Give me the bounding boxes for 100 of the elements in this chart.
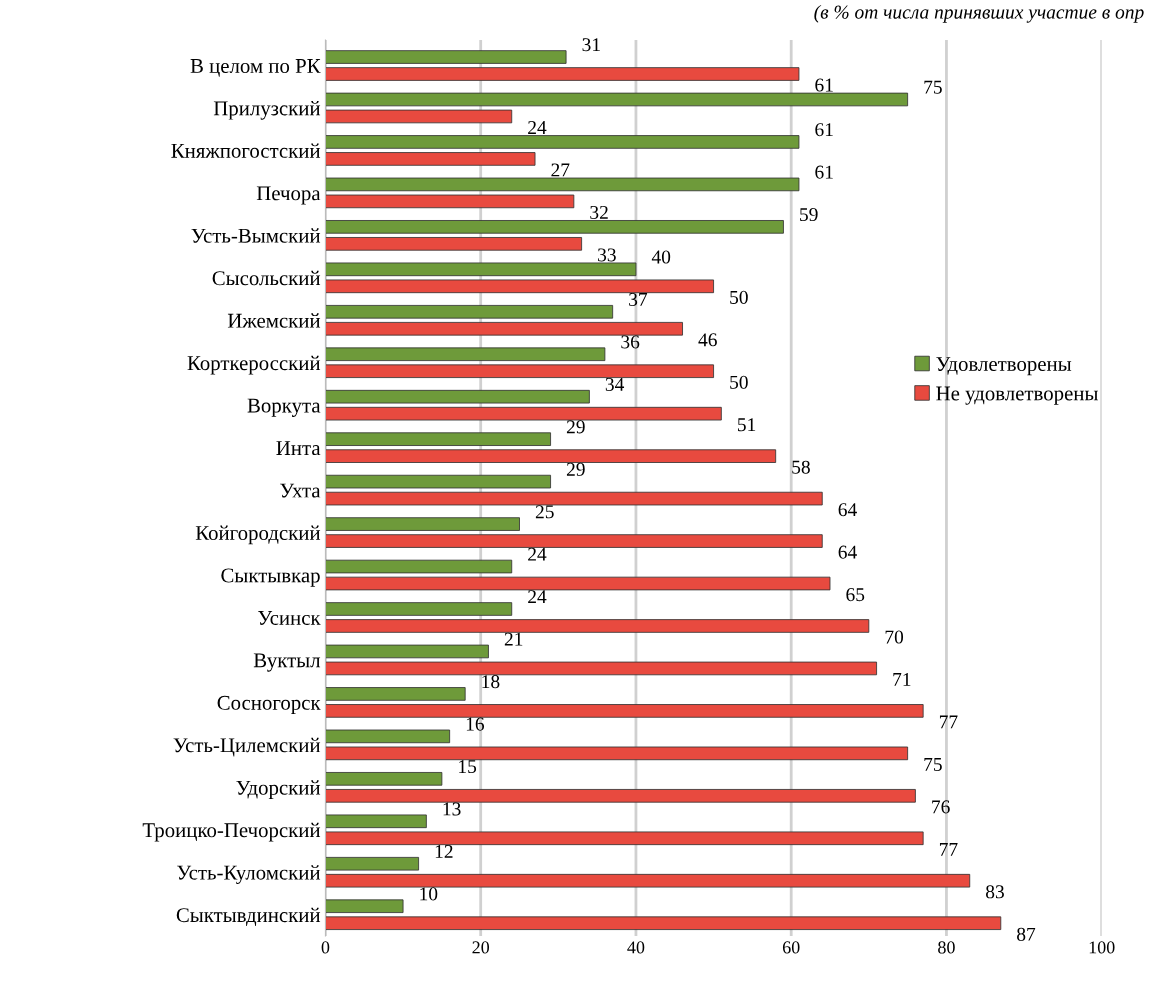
- y-tick-label: Воркута: [247, 398, 321, 417]
- y-tick-label: Койгородский: [195, 525, 321, 545]
- x-tick-label: 20: [472, 941, 490, 954]
- data-label: 29: [566, 462, 585, 476]
- bar: [325, 279, 714, 294]
- y-tick-label: Троицко-Печорский: [142, 822, 321, 842]
- bar: [325, 687, 466, 701]
- bar: [325, 220, 784, 234]
- bar: [325, 50, 567, 64]
- data-label: 33: [598, 248, 616, 262]
- data-label: 71: [893, 673, 911, 686]
- y-tick-label: Печора: [256, 186, 321, 205]
- y-tick-label: Княжпогостский: [171, 143, 321, 158]
- y-tick-label: Усть-Цилемский: [173, 737, 321, 757]
- data-label: 75: [924, 80, 942, 94]
- bar: [325, 559, 513, 574]
- data-label: 61: [815, 78, 833, 92]
- data-label: 77: [939, 842, 958, 856]
- legend-label: Не удовлетворены: [936, 386, 1098, 405]
- data-label: 70: [885, 630, 904, 644]
- data-label: 18: [482, 675, 500, 689]
- data-label: 16: [466, 717, 485, 731]
- y-tick-label: Корткеросский: [187, 355, 321, 375]
- data-label: 21: [504, 632, 523, 646]
- data-label: 61: [815, 165, 833, 179]
- data-label: 75: [924, 758, 942, 771]
- bar: [325, 474, 551, 489]
- bar: [325, 364, 714, 379]
- data-label: 40: [651, 250, 671, 264]
- data-label: 34: [605, 377, 625, 391]
- bar: [325, 194, 575, 209]
- bar: [325, 109, 513, 124]
- y-tick-label: Сыктывдинский: [176, 907, 321, 926]
- text: (в % от числа принявших участие в опр: [814, 5, 1144, 23]
- y-tick-label: В целом по РК: [190, 59, 321, 77]
- data-label: 15: [459, 760, 477, 774]
- bar: [325, 899, 404, 913]
- bar: [325, 576, 831, 591]
- data-label: 64: [838, 545, 857, 559]
- bar: [325, 517, 520, 531]
- data-label: 25: [535, 505, 554, 519]
- data-label: 32: [590, 205, 608, 219]
- bar: [325, 746, 909, 761]
- bar: [325, 177, 800, 192]
- bar: [325, 534, 823, 548]
- data-label: 24: [528, 590, 547, 604]
- y-tick-label: Вуктыл: [253, 653, 321, 672]
- bar: [325, 304, 614, 319]
- x-tick-label: 40: [627, 941, 645, 954]
- bar: [325, 389, 590, 404]
- y-tick-label: Прилузский: [213, 100, 321, 120]
- data-label: 27: [551, 163, 570, 177]
- bar: [325, 491, 823, 506]
- y-tick-label: Удорский: [236, 780, 321, 799]
- data-label: 51: [737, 418, 756, 432]
- y-tick-label: Инта: [276, 441, 321, 456]
- data-label: 83: [986, 885, 1004, 899]
- bar: [325, 619, 870, 633]
- data-label: 37: [629, 292, 648, 307]
- data-label: 13: [443, 802, 461, 816]
- y-tick-label: Усть-Куломский: [177, 865, 321, 884]
- bar: [325, 831, 924, 846]
- data-label: 77: [939, 715, 958, 729]
- y-tick-label: Сыктывкар: [221, 568, 320, 587]
- data-label: 59: [800, 208, 818, 222]
- bar: [325, 347, 606, 362]
- bar: [325, 135, 800, 149]
- data-label: 61: [815, 123, 833, 137]
- data-label: 87: [1017, 927, 1036, 941]
- y-tick-label: Усть-Вымский: [191, 228, 321, 243]
- y-tick-label: Усинск: [258, 611, 321, 625]
- data-label: 12: [435, 844, 453, 858]
- bar: [325, 321, 683, 336]
- bar: [325, 449, 777, 463]
- bar: [325, 772, 443, 786]
- y-tick-label: Сысольский: [212, 270, 321, 286]
- x-tick-label: 80: [938, 941, 955, 954]
- bar: [325, 432, 551, 446]
- data-label: 36: [621, 335, 640, 349]
- x-tick-label: 60: [782, 941, 800, 954]
- y-tick-label: Сосногорск: [217, 695, 321, 715]
- y-tick-label: Ухта: [280, 483, 321, 498]
- data-label: 31: [582, 38, 600, 52]
- bar: [325, 856, 420, 871]
- data-label: 65: [846, 588, 865, 602]
- bar: [325, 729, 451, 744]
- bar: [325, 916, 1002, 930]
- bar: [325, 602, 513, 616]
- y-tick-label: Ижемский: [227, 313, 321, 328]
- data-label: 64: [838, 503, 857, 517]
- data-label: 50: [730, 290, 748, 304]
- bar: [325, 92, 909, 107]
- bar: [325, 873, 971, 888]
- x-tick-label: 100: [1089, 941, 1115, 954]
- bar: [325, 661, 878, 676]
- legend-label: Удовлетворены: [936, 357, 1072, 376]
- bar: [325, 789, 916, 803]
- bar: [325, 406, 722, 421]
- x-tick-label: 0: [321, 941, 330, 954]
- data-label: 10: [420, 887, 438, 901]
